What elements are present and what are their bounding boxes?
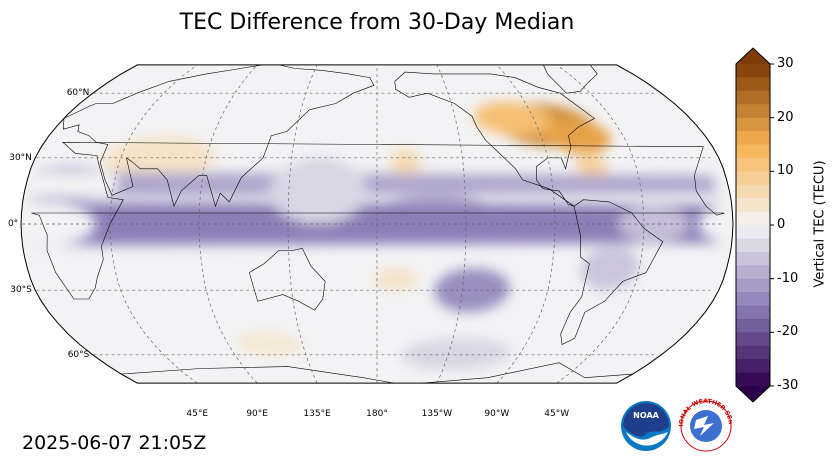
tec-anomaly-region [373,268,420,291]
colorbar-band [736,278,770,293]
colorbar-band [736,318,770,333]
lon-label-135e: 135°E [303,409,331,419]
coastline [394,71,595,207]
lat-label-30n: 30°N [9,152,32,163]
colorbar-band [736,211,770,226]
tec-anomaly-region [236,331,303,357]
colorbar-band [736,198,770,213]
gridline [109,64,198,384]
colorbar-band [736,117,770,132]
coastline [121,362,633,384]
coastline [560,199,664,345]
colorbar-tickmarks [770,63,774,387]
colorbar-band [736,104,770,119]
colorbar-extend-max [736,48,770,64]
tec-anomaly-region [390,149,421,176]
tec-anomaly-region [400,338,512,371]
colorbar-label: Vertical TEC (TECU) [812,160,828,288]
colorbar-band [736,157,770,172]
lat-label-30s: 30°S [10,285,32,296]
colorbar-outline [735,47,771,403]
lon-label-90w: 90°W [484,409,510,419]
colorbar-band [736,184,770,199]
timestamp: 2025-06-07 21:05Z [22,432,207,454]
world-map [20,64,734,384]
lon-label-90e: 90°E [246,409,268,419]
coastline [31,141,725,300]
gridline [556,64,645,384]
cb-tick-30: 30 [777,56,794,71]
colorbar-band [736,292,770,306]
tec-anomaly-region [581,246,640,291]
colorbar-band [736,171,770,186]
tec-anomaly-region [434,268,510,313]
colorbar-band [736,265,770,280]
coastline [249,247,326,311]
coastline [62,64,375,208]
colorbar-band [736,131,770,145]
lon-label-180: 180° [366,409,388,419]
cb-tick-0: 0 [777,217,786,232]
colorbar-band [736,251,770,266]
map-outline [20,64,734,384]
colorbar-band [736,345,770,360]
tec-anomaly-region [543,118,612,154]
colorbar-band [736,372,770,387]
colorbar-band [736,90,770,105]
coastline [542,64,598,94]
lat-label-60s: 60°S [67,349,90,360]
colorbar-band [736,64,770,78]
colorbar-bands [736,48,770,402]
page-title: TEC Difference from 30-Day Median [179,10,575,35]
tec-anomaly-region [474,101,552,136]
lon-label-135w: 135°W [421,409,453,419]
agency-logos: NOAA NATIONAL WEATHER SERVICE [620,398,732,452]
colorbar-band [736,238,770,253]
colorbar-band [736,144,770,159]
colorbar [735,47,774,403]
gridline [496,64,556,384]
colorbar-band [736,225,770,239]
colorbar-band [736,359,770,374]
lat-label-60n: 60°N [66,88,90,99]
colorbar-extend-min [736,386,770,402]
lon-label-45w: 45°W [544,409,570,419]
cb-tick-neg10: -10 [777,270,799,286]
coastline-layer [31,64,725,384]
tec-anomaly-region [269,157,368,224]
svg-text:NOAA: NOAA [633,411,659,420]
colorbar-band [736,332,770,347]
colorbar-band [736,305,770,320]
cb-tick-neg20: -20 [777,324,799,340]
noaa-logo: NOAA [621,401,671,451]
tec-anomaly-region [23,166,722,202]
cb-tick-20: 20 [777,109,794,125]
graticule [22,64,725,384]
lon-label-45e: 45°E [186,409,209,419]
cb-tick-neg30: -30 [777,378,799,393]
colorbar-band [736,77,770,92]
lat-label-equator: 0° [8,219,19,229]
gridline [198,64,258,384]
cb-tick-10: 10 [777,163,794,179]
